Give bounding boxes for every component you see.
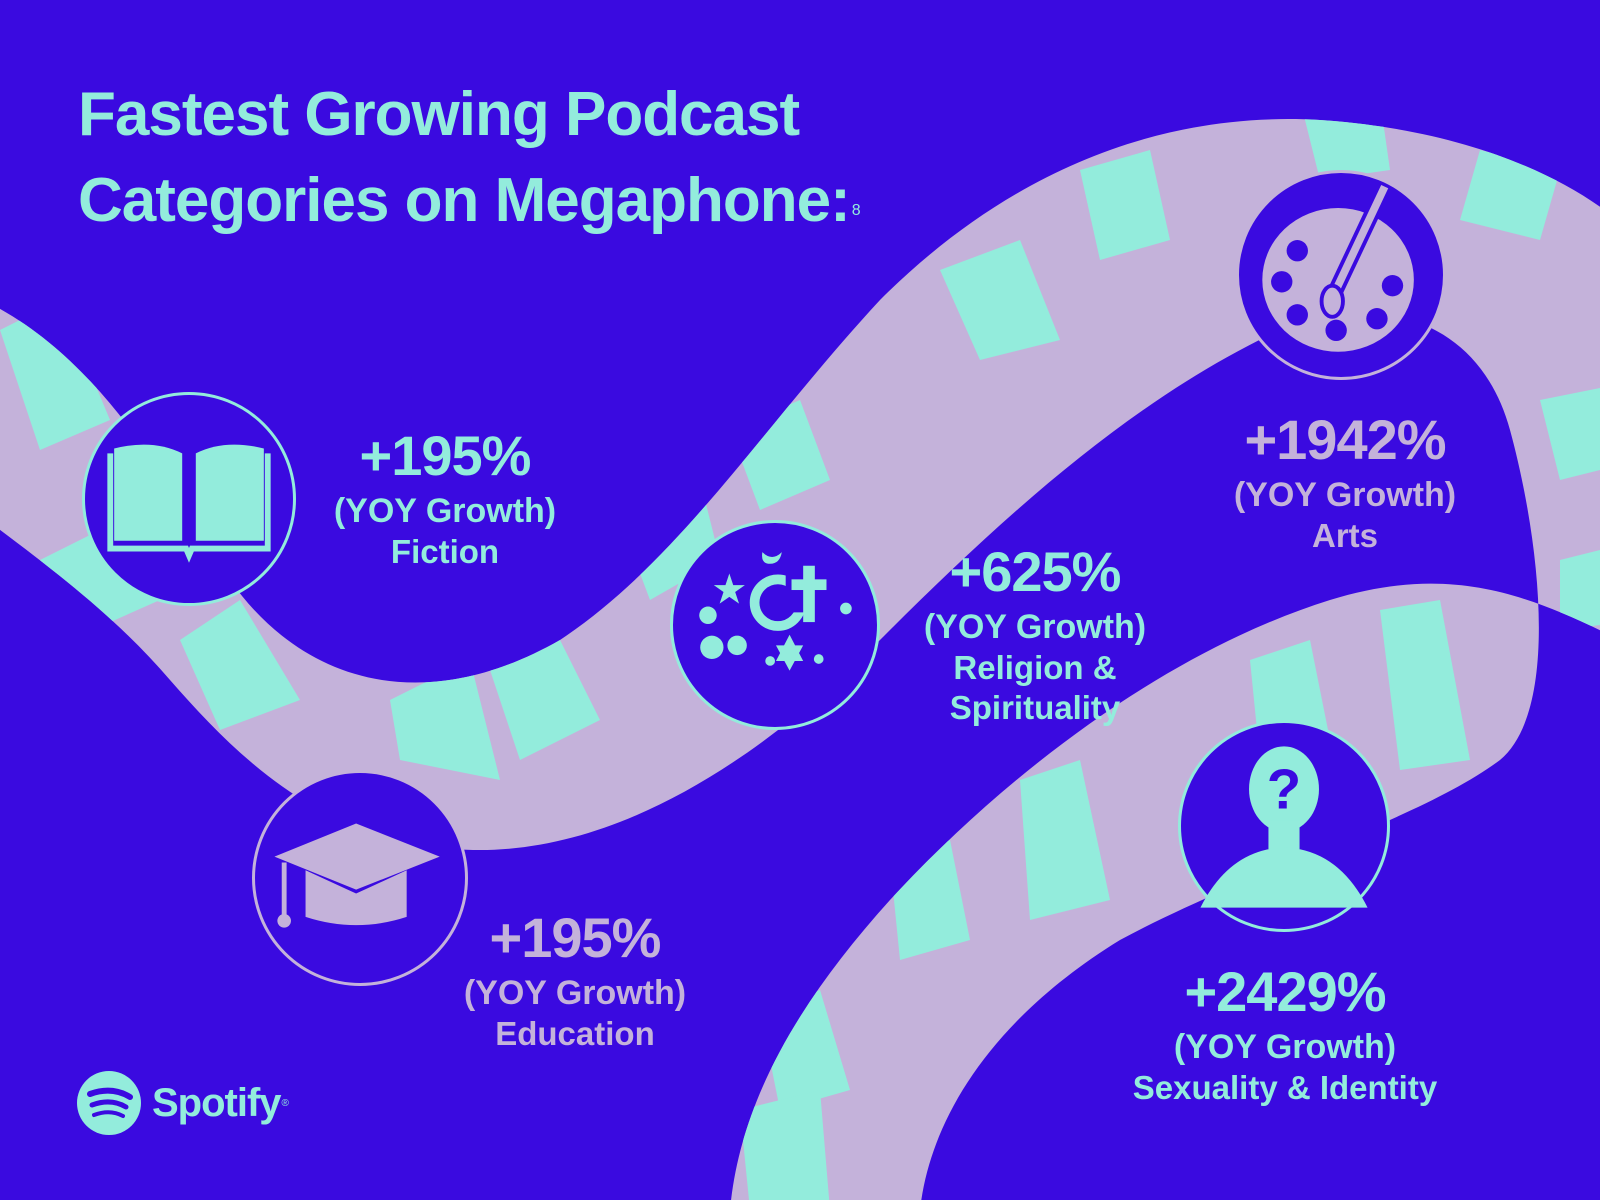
religion-category-line1: Religion & xyxy=(953,649,1117,686)
title-line-2: Categories on Megaphone: xyxy=(78,166,851,235)
road-arrows xyxy=(0,119,1600,1200)
arts-yoy-label: (YOY Growth) xyxy=(1233,476,1457,514)
education-growth: +195% xyxy=(489,906,662,969)
religious-symbols-icon xyxy=(699,552,852,671)
fiction-stat: +195% (YOY Growth) Fiction xyxy=(310,426,580,572)
religion-badge xyxy=(670,520,880,730)
fiction-category: Fiction xyxy=(390,533,500,570)
title-line-1: Fastest Growing Podcast xyxy=(78,80,800,149)
sexuality-stat: +2429% (YOY Growth) Sexuality & Identity xyxy=(1090,962,1480,1108)
religion-growth: +625% xyxy=(949,540,1122,603)
sexuality-yoy-label: (YOY Growth) xyxy=(1173,1028,1397,1066)
fiction-yoy-label: (YOY Growth) xyxy=(333,492,557,530)
arts-growth: +1942% xyxy=(1244,408,1446,471)
open-book-icon xyxy=(107,444,271,563)
graduation-cap-icon xyxy=(274,823,440,928)
page-title: Fastest Growing Podcast Categories on Me… xyxy=(78,72,861,244)
education-stat: +195% (YOY Growth) Education xyxy=(440,908,710,1054)
education-yoy-label: (YOY Growth) xyxy=(463,974,687,1012)
spotify-logo: Spotify ® xyxy=(76,1070,289,1136)
religion-category-line2: Spirituality xyxy=(949,689,1121,726)
spotify-logo-icon xyxy=(77,1071,141,1135)
title-footnote: 8 xyxy=(851,202,861,219)
arts-badge xyxy=(1236,170,1446,380)
svg-text:?: ? xyxy=(1267,758,1301,821)
spotify-wordmark: Spotify xyxy=(152,1080,282,1125)
sexuality-category: Sexuality & Identity xyxy=(1132,1069,1438,1106)
fiction-badge xyxy=(82,392,296,606)
religion-yoy-label: (YOY Growth) xyxy=(923,608,1147,646)
education-badge xyxy=(252,770,468,986)
arts-stat: +1942% (YOY Growth) Arts xyxy=(1200,410,1490,556)
education-category: Education xyxy=(495,1015,655,1052)
question-head-icon: ? xyxy=(1200,746,1368,908)
sexuality-badge: ? xyxy=(1178,720,1390,932)
sexuality-growth: +2429% xyxy=(1184,960,1386,1023)
paint-palette-icon xyxy=(1262,183,1414,352)
fiction-growth: +195% xyxy=(359,424,532,487)
arts-category: Arts xyxy=(1311,517,1379,554)
registered-mark: ® xyxy=(281,1097,289,1109)
religion-stat: +625% (YOY Growth) Religion & Spirituali… xyxy=(890,542,1180,728)
